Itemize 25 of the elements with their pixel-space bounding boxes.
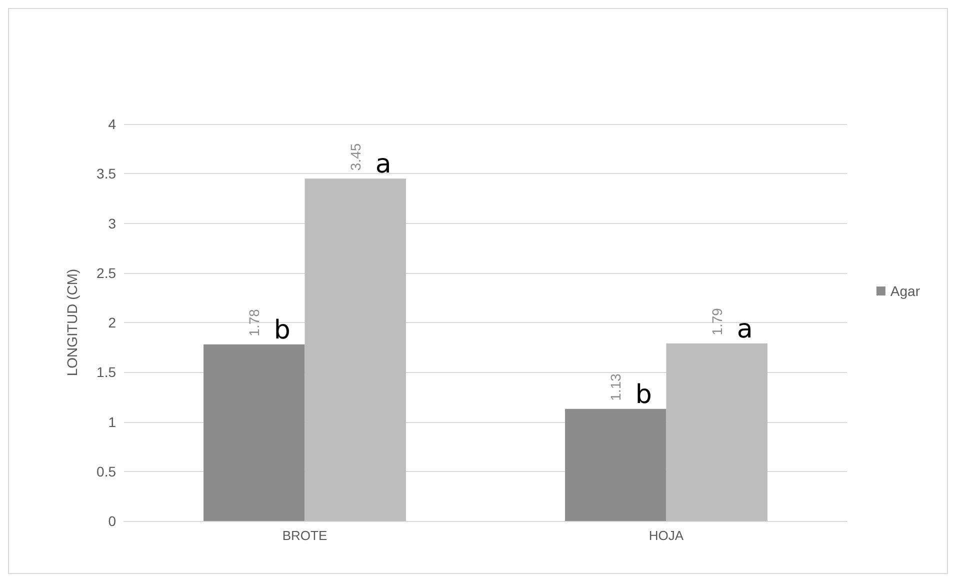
- y-tick-label: 3: [108, 215, 116, 232]
- legend-label: Agar: [890, 283, 920, 299]
- annotation: a: [375, 150, 392, 180]
- annotation: b: [274, 315, 290, 346]
- y-tick-label: 2: [108, 314, 116, 330]
- y-tick-label: 1: [108, 414, 116, 430]
- y-tick-label: 4: [108, 116, 116, 132]
- data-label: 1.79: [708, 308, 725, 336]
- y-tick-label: 0: [108, 513, 116, 529]
- annotation: b: [635, 380, 652, 410]
- y-tick-label: 2.5: [96, 264, 116, 281]
- x-tick-label: BROTE: [282, 528, 328, 543]
- bar: [204, 344, 305, 521]
- x-tick-label: HOJA: [648, 528, 684, 543]
- data-label: 1.78: [246, 308, 262, 336]
- y-tick-label: 1.5: [96, 364, 116, 380]
- data-label: 3.45: [347, 143, 364, 171]
- annotation: a: [736, 314, 753, 344]
- y-tick-label: 0.5: [96, 463, 116, 480]
- bar: [666, 343, 768, 521]
- y-tick-label: 3.5: [96, 166, 116, 182]
- y-axis-title: LONGITUD (CM): [64, 268, 80, 376]
- bar: [565, 408, 666, 521]
- bar: [304, 178, 406, 521]
- data-label: 1.13: [608, 373, 624, 401]
